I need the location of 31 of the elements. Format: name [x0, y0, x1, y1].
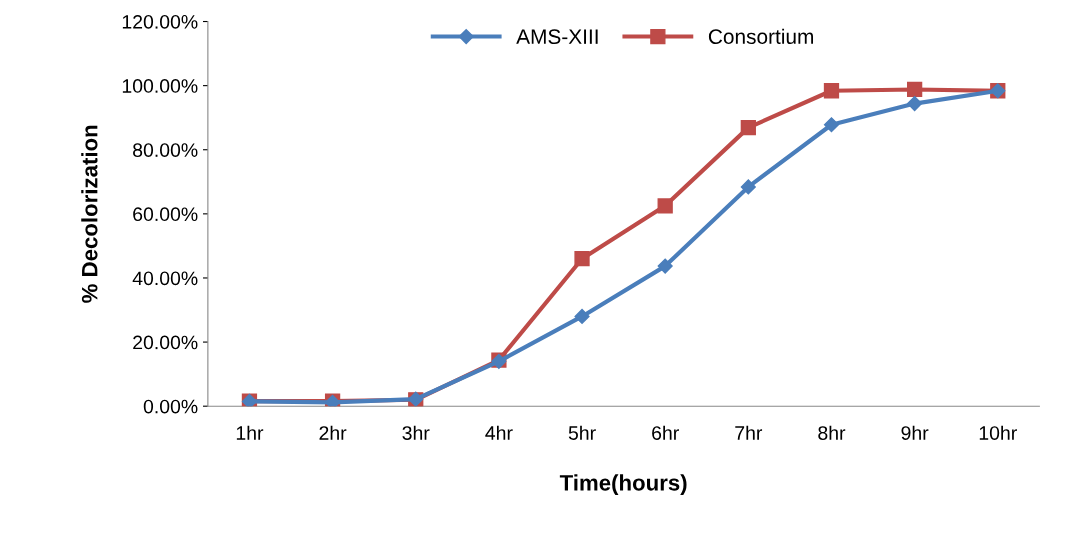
y-tick-label: 120.00% [122, 14, 198, 29]
y-tick-label: 0.00% [143, 399, 198, 414]
x-tick-label: 3hr [402, 425, 430, 440]
y-tick-label: 60.00% [133, 207, 198, 222]
point [740, 179, 756, 195]
y-tick-label: 80.00% [133, 143, 198, 157]
x-tick-label: 8hr [818, 425, 846, 440]
point [657, 198, 673, 214]
point [740, 119, 756, 136]
x-tick-label: 10hr [979, 425, 1017, 440]
point [823, 117, 840, 133]
x-tick-label: 5hr [568, 425, 596, 440]
y-tick-label: 20.00% [133, 335, 198, 350]
y-axis-title: % Decolorization [81, 125, 98, 303]
point [906, 81, 923, 98]
point [823, 83, 840, 99]
point [907, 96, 923, 112]
y-tick-label: 40.00% [132, 271, 198, 286]
x-tick-label: 9hr [901, 425, 929, 440]
legend-label: Consortium [708, 28, 813, 45]
x-tick-label: 7hr [735, 425, 763, 440]
legend-label: AMS-XIII [516, 29, 598, 45]
x-tick-label: 6hr [652, 425, 679, 440]
x-tick-label: 4hr [485, 425, 513, 440]
point [574, 308, 590, 325]
x-tick-label: 1hr [236, 425, 264, 440]
y-tick-label: 100.00% [122, 79, 198, 93]
point [574, 251, 590, 267]
x-tick-label: 2hr [319, 425, 347, 440]
x-axis-title: Time(hours) [559, 474, 687, 496]
point [657, 258, 673, 274]
